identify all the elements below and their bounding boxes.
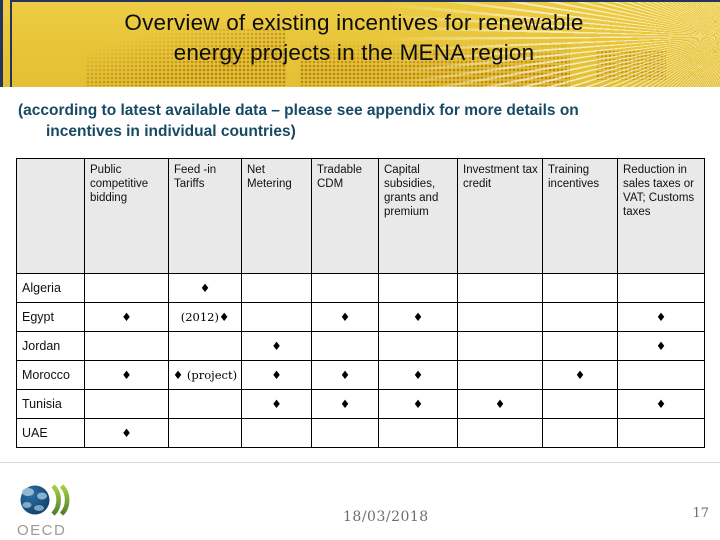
empty-cell <box>457 302 543 332</box>
banner-left-bar <box>0 0 3 87</box>
ray-lines-decoration <box>380 0 720 87</box>
incentive-marker-cell: ♦ <box>241 331 312 361</box>
empty-cell <box>542 418 618 448</box>
incentive-marker-cell: ♦ <box>241 360 312 390</box>
incentive-marker-cell: ♦ <box>311 360 379 390</box>
page-title: Overview of existing incentives for rene… <box>34 8 674 68</box>
empty-cell <box>241 418 312 448</box>
incentives-table: Public competitive bidding Feed -in Tarif… <box>16 158 705 448</box>
row-country-label: UAE <box>16 418 85 448</box>
incentive-marker-cell: ♦ <box>457 389 543 419</box>
column-header: Capital subsidies, grants and premium <box>378 158 458 274</box>
empty-cell <box>168 389 242 419</box>
incentive-marker-cell: ♦ <box>378 389 458 419</box>
empty-cell <box>457 360 543 390</box>
banner-top-line <box>10 0 720 2</box>
chevron-leaves-icon <box>51 484 70 516</box>
empty-cell <box>311 331 379 361</box>
incentive-marker-cell: (2012)♦ <box>168 302 242 332</box>
halftone-texture <box>86 28 286 86</box>
empty-cell <box>617 418 705 448</box>
subtitle-line1: (according to latest available data – pl… <box>18 102 579 119</box>
incentive-marker-cell: ♦ <box>617 389 705 419</box>
empty-cell <box>311 273 379 303</box>
table-header-row: Public competitive bidding Feed -in Tarif… <box>16 158 705 274</box>
empty-cell <box>457 273 543 303</box>
empty-cell <box>542 389 618 419</box>
table-row: Egypt ♦ (2012)♦ ♦ ♦ ♦ <box>16 302 705 332</box>
column-header: Tradable CDM <box>311 158 379 274</box>
table-body: Algeria ♦ Egypt ♦ (2012)♦ ♦ ♦ ♦ Jordan ♦ ♦ Morocco ♦… <box>16 273 705 448</box>
page-title-line1: Overview of existing incentives for rene… <box>124 10 584 35</box>
globe-icon <box>20 485 50 515</box>
empty-cell <box>542 273 618 303</box>
incentive-marker-cell: ♦ <box>84 418 169 448</box>
page-number: 17 <box>692 506 709 521</box>
column-header: Reduction in sales taxes or VAT; Customs… <box>617 158 705 274</box>
page-title-line2: energy projects in the MENA region <box>173 40 535 65</box>
empty-cell <box>311 418 379 448</box>
column-header: Feed -in Tariffs <box>168 158 242 274</box>
empty-cell <box>542 302 618 332</box>
empty-cell <box>84 389 169 419</box>
row-country-label: Egypt <box>16 302 85 332</box>
incentive-marker-cell: ♦ <box>168 273 242 303</box>
empty-cell <box>168 418 242 448</box>
oecd-logo-text: OECD <box>17 522 66 539</box>
title-banner: Overview of existing incentives for rene… <box>0 0 720 87</box>
incentive-marker-cell: ♦ <box>378 302 458 332</box>
incentive-marker-cell: ♦ (project) <box>168 360 242 390</box>
country-column-header <box>16 158 85 274</box>
empty-cell <box>617 273 705 303</box>
table-row: UAE ♦ <box>16 418 705 448</box>
incentive-marker-cell: ♦ <box>84 360 169 390</box>
table-row: Morocco ♦ ♦ (project) ♦ ♦ ♦ ♦ <box>16 360 705 390</box>
empty-cell <box>84 273 169 303</box>
incentive-marker-cell: ♦ <box>311 302 379 332</box>
banner-accent-line <box>10 0 12 87</box>
row-country-label: Algeria <box>16 273 85 303</box>
column-header: Net Metering <box>241 158 312 274</box>
row-country-label: Jordan <box>16 331 85 361</box>
row-country-label: Tunisia <box>16 389 85 419</box>
slide-date: 18/03/2018 <box>343 509 429 525</box>
table-row: Tunisia ♦ ♦ ♦ ♦ ♦ <box>16 389 705 419</box>
column-header: Investment tax credit <box>457 158 543 274</box>
footer-divider <box>0 462 720 463</box>
empty-cell <box>378 418 458 448</box>
empty-cell <box>457 331 543 361</box>
incentive-marker-cell: ♦ <box>311 389 379 419</box>
column-header: Training incentives <box>542 158 618 274</box>
empty-cell <box>241 273 312 303</box>
column-header: Public competitive bidding <box>84 158 169 274</box>
table-header: Public competitive bidding Feed -in Tarif… <box>16 158 705 274</box>
incentive-marker-cell: ♦ <box>241 389 312 419</box>
incentive-marker-cell: ♦ <box>617 302 705 332</box>
incentive-marker-cell: ♦ <box>84 302 169 332</box>
empty-cell <box>378 331 458 361</box>
table-row: Algeria ♦ <box>16 273 705 303</box>
table-row: Jordan ♦ ♦ <box>16 331 705 361</box>
incentive-marker-cell: ♦ <box>542 360 618 390</box>
empty-cell <box>84 331 169 361</box>
empty-cell <box>241 302 312 332</box>
empty-cell <box>617 360 705 390</box>
row-country-label: Morocco <box>16 360 85 390</box>
empty-cell <box>457 418 543 448</box>
oecd-logo: OECD <box>17 484 70 539</box>
incentive-marker-cell: ♦ <box>378 360 458 390</box>
empty-cell <box>542 331 618 361</box>
empty-cell <box>378 273 458 303</box>
incentive-marker-cell: ♦ <box>617 331 705 361</box>
empty-cell <box>168 331 242 361</box>
subtitle-line2: incentives in individual countries) <box>46 123 296 140</box>
slide-subtitle: (according to latest available data – pl… <box>18 100 708 142</box>
